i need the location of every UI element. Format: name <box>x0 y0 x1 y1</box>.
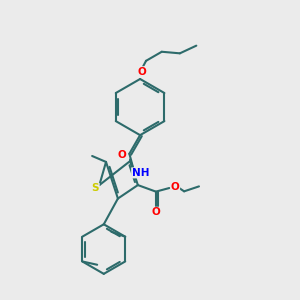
Text: S: S <box>92 183 99 194</box>
Text: O: O <box>118 150 127 161</box>
Text: O: O <box>171 182 180 192</box>
Text: O: O <box>137 67 146 77</box>
Text: O: O <box>152 207 160 218</box>
Text: NH: NH <box>132 168 149 178</box>
